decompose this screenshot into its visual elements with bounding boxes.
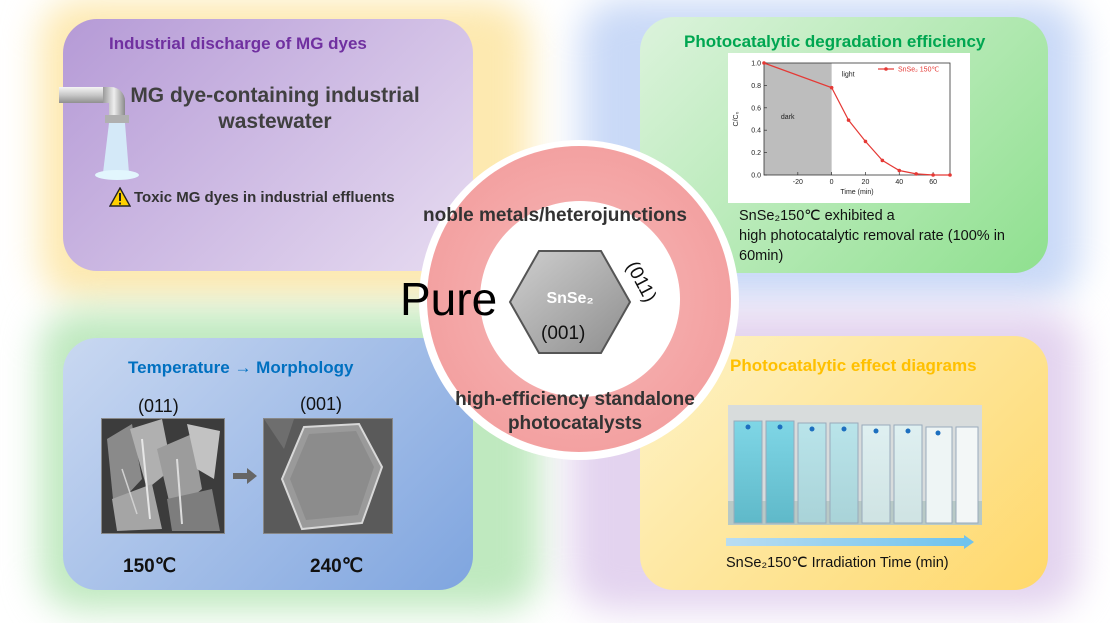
x-tick-label-0: -20	[793, 179, 803, 186]
y-tick-label-1: 0.2	[751, 150, 761, 157]
data-point-0-6	[914, 172, 918, 176]
irradiation-arrow-head	[964, 535, 974, 549]
degradation-caption: SnSe₂150℃ exhibited a high photocatalyti…	[739, 206, 1005, 266]
pure-label: Pure	[400, 273, 498, 325]
degradation-panel-title: Photocatalytic degradation efficiency	[684, 32, 986, 51]
x-tick-label-3: 40	[895, 179, 903, 186]
dark-region	[764, 63, 832, 175]
degradation-caption-line1: SnSe₂150℃ exhibited a	[739, 208, 895, 224]
degradation-panel: Photocatalytic degradation efficiency da…	[640, 17, 1048, 273]
morphology-panel: Temperature → Morphology (011) (001) 150…	[63, 338, 473, 590]
degradation-caption-line3: 60min)	[739, 248, 784, 264]
data-point-0-7	[931, 173, 935, 177]
degradation-caption-line2: high photocatalytic removal rate (100% i…	[739, 228, 1005, 244]
wastewater-heading-line2: wastewater	[218, 110, 332, 133]
irradiation-arrow	[726, 538, 966, 546]
effect-panel-title: Photocatalytic effect diagrams	[730, 356, 977, 375]
data-point-0-4	[880, 158, 885, 163]
data-point-0-0	[762, 61, 766, 65]
y-tick-label-4: 0.8	[751, 83, 761, 90]
standalone-label: high-efficiency standalone photocatalyst…	[430, 388, 720, 436]
wastewater-heading: MG dye-containing industrial wastewater	[125, 83, 425, 135]
right-temp-label: 240℃	[310, 556, 364, 577]
sem-image-240	[263, 418, 393, 534]
legend-label-0: SnSe₂ 150℃	[898, 67, 939, 74]
x-tick-label-2: 20	[862, 179, 870, 186]
sem-image-150	[101, 418, 225, 534]
data-point-0-3	[863, 139, 868, 144]
pipe-icon	[59, 87, 139, 180]
x-tick-label-1: 0	[830, 179, 834, 186]
data-point-0-5	[897, 168, 902, 173]
snse2-hexagon	[508, 250, 632, 354]
industrial-panel-title: Industrial discharge of MG dyes	[109, 34, 367, 53]
data-point-0-8	[948, 173, 952, 177]
y-tick-label-3: 0.6	[751, 105, 761, 112]
crystal-label: SnSe₂	[546, 290, 594, 307]
left-temp-label: 150℃	[123, 556, 177, 577]
y-tick-label-0: 0.0	[751, 173, 761, 180]
right-facet-label: (001)	[300, 394, 343, 414]
x-tick-label-4: 60	[929, 179, 937, 186]
x-axis-label: Time (min)	[840, 189, 873, 196]
facet-bottom-label: (001)	[541, 323, 586, 344]
plot-frame	[763, 62, 951, 176]
industrial-panel: Industrial discharge of MG dyes MG dye-c…	[59, 19, 473, 271]
data-point-0-1	[829, 85, 834, 90]
right-arrow-icon	[233, 468, 257, 484]
warning-triangle-icon	[109, 187, 131, 207]
y-tick-label-2: 0.4	[751, 128, 761, 135]
noble-metals-label: noble metals/heterojunctions	[423, 205, 687, 226]
data-point-0-2	[846, 118, 851, 122]
y-tick-label-5: 1.0	[751, 61, 761, 68]
chart-svg: dark light -20 0 20 40 60 0.0 0.2 0.4 0.6 0.8 1.0 Tim…	[733, 61, 952, 196]
effect-caption: SnSe₂150℃ Irradiation Time (min)	[726, 555, 949, 571]
wastewater-heading-line1: MG dye-containing industrial	[130, 84, 420, 107]
cuvette-photo	[728, 405, 982, 525]
light-label: light	[842, 71, 855, 78]
degradation-chart: dark light -20 0 20 40 60 0.0 0.2 0.4 0.6 0.8 1.0 Tim…	[728, 53, 970, 203]
standalone-label-line1: high-efficiency standalone	[455, 389, 695, 410]
dark-label: dark	[781, 114, 795, 121]
left-facet-label: (011)	[138, 396, 179, 416]
y-axis-label: C/C₀	[733, 111, 740, 126]
morphology-panel-title: Temperature → Morphology	[128, 358, 354, 377]
legend-marker-0	[884, 67, 888, 71]
warning-text: Toxic MG dyes in industrial effluents	[134, 189, 395, 206]
standalone-label-line2: photocatalysts	[507, 413, 643, 434]
